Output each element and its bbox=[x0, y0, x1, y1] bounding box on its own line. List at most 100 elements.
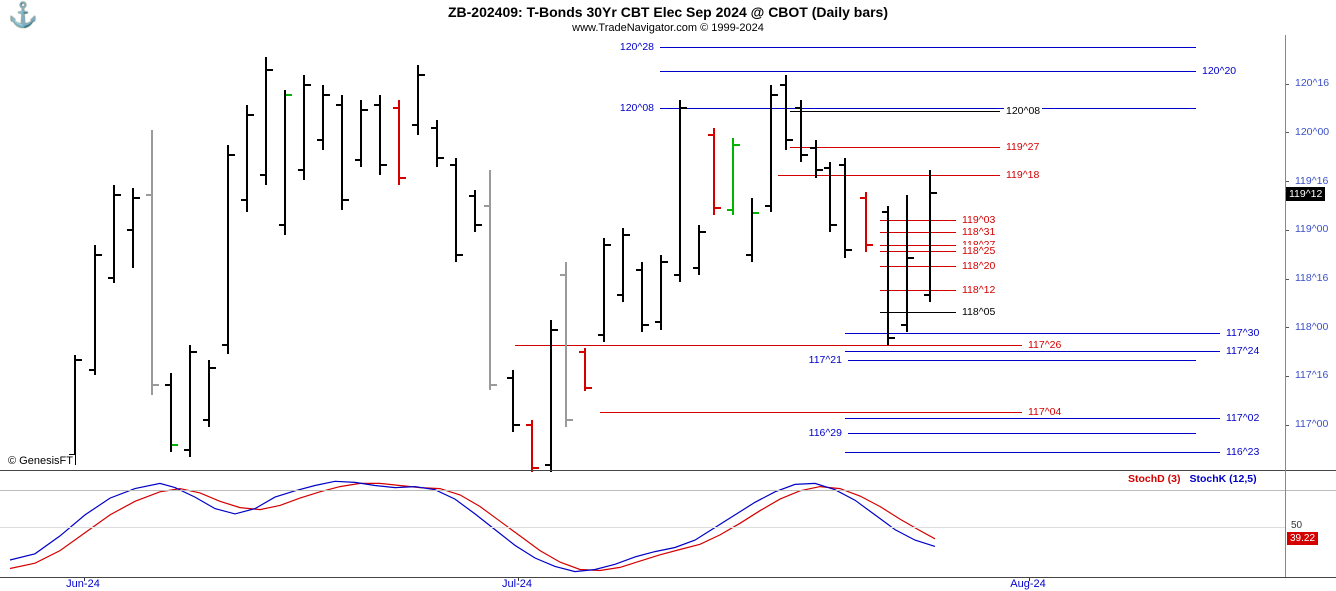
ohlc-bar[interactable] bbox=[531, 419, 533, 473]
level-line-117^26[interactable] bbox=[515, 345, 1022, 346]
ohlc-bar[interactable] bbox=[474, 189, 476, 232]
ohlc-bar[interactable] bbox=[815, 140, 817, 179]
ohlc-bar[interactable] bbox=[829, 161, 831, 232]
ohlc-bar[interactable] bbox=[455, 157, 457, 262]
chart-subtitle: www.TradeNavigator.com © 1999-2024 bbox=[572, 22, 764, 34]
ohlc-bar[interactable] bbox=[906, 194, 908, 332]
open-tick bbox=[693, 266, 699, 269]
genesis-logo-icon: ⚓ bbox=[8, 2, 38, 29]
ohlc-bar[interactable] bbox=[398, 100, 400, 185]
open-tick bbox=[507, 376, 513, 379]
ohlc-bar[interactable] bbox=[489, 170, 491, 390]
ohlc-bar[interactable] bbox=[436, 119, 438, 168]
level-line-120^08[interactable] bbox=[660, 107, 1196, 109]
ohlc-bar[interactable] bbox=[151, 129, 153, 396]
time-axis-label: Jun-24 bbox=[66, 578, 100, 590]
open-tick bbox=[617, 294, 623, 297]
open-tick bbox=[260, 174, 266, 177]
ohlc-bar[interactable] bbox=[679, 100, 681, 283]
level-line-119^27[interactable] bbox=[790, 147, 1000, 149]
ohlc-bar[interactable] bbox=[887, 205, 889, 345]
level-line-117^30[interactable] bbox=[845, 332, 1220, 334]
open-tick bbox=[526, 423, 532, 426]
ohlc-bar[interactable] bbox=[246, 105, 248, 213]
level-line-119^18[interactable] bbox=[778, 174, 1000, 176]
open-tick bbox=[579, 350, 585, 353]
ohlc-bar[interactable] bbox=[341, 95, 343, 211]
level-line-117^04[interactable] bbox=[600, 411, 1022, 413]
level-line-118^25[interactable] bbox=[880, 250, 956, 252]
ohlc-bar[interactable] bbox=[622, 227, 624, 302]
close-tick bbox=[533, 467, 539, 470]
level-line-116^23[interactable] bbox=[845, 451, 1220, 453]
price-axis-label: 120^00 bbox=[1295, 125, 1330, 138]
ohlc-bar[interactable] bbox=[360, 100, 362, 168]
stoch-k-legend-label[interactable]: StochK (12,5) bbox=[1189, 473, 1257, 485]
ohlc-bar[interactable] bbox=[785, 74, 787, 150]
stoch-last-value-tag: 39.22 bbox=[1287, 532, 1319, 545]
level-line-119^03[interactable] bbox=[880, 220, 956, 222]
level-line-118^27[interactable] bbox=[880, 244, 956, 246]
ohlc-bar[interactable] bbox=[844, 157, 846, 258]
level-label: 120^20 bbox=[1200, 65, 1239, 78]
ohlc-bar[interactable] bbox=[713, 127, 715, 216]
ohlc-bar[interactable] bbox=[113, 185, 115, 284]
level-label: 120^28 bbox=[617, 40, 656, 54]
level-line-117^02[interactable] bbox=[845, 418, 1220, 419]
ohlc-bar[interactable] bbox=[584, 347, 586, 392]
ohlc-bar[interactable] bbox=[74, 354, 76, 465]
stoch-upper-gridline bbox=[0, 490, 1336, 491]
ohlc-bar[interactable] bbox=[132, 187, 134, 268]
ohlc-bar[interactable] bbox=[322, 84, 324, 150]
level-line-116^29[interactable] bbox=[848, 433, 1196, 435]
level-line-118^20[interactable] bbox=[880, 265, 956, 267]
ohlc-bar[interactable] bbox=[660, 255, 662, 331]
ohlc-bar[interactable] bbox=[603, 237, 605, 342]
level-line-117^24[interactable] bbox=[845, 351, 1220, 353]
ohlc-bar[interactable] bbox=[265, 57, 267, 185]
price-stoch-panel-divider[interactable] bbox=[0, 470, 1336, 471]
level-line-120^20[interactable] bbox=[660, 71, 1196, 72]
price-axis-divider[interactable] bbox=[1285, 35, 1286, 577]
ohlc-bar[interactable] bbox=[929, 170, 931, 302]
ohlc-bar[interactable] bbox=[565, 261, 567, 428]
ohlc-bar[interactable] bbox=[800, 100, 802, 162]
price-axis-label: 119^16 bbox=[1295, 174, 1329, 187]
close-tick bbox=[400, 177, 406, 180]
level-label: 118^12 bbox=[960, 284, 998, 298]
ohlc-bar[interactable] bbox=[751, 197, 753, 262]
ohlc-bar[interactable] bbox=[865, 191, 867, 253]
ohlc-bar[interactable] bbox=[698, 224, 700, 275]
open-tick bbox=[727, 209, 733, 212]
ohlc-bar[interactable] bbox=[512, 370, 514, 433]
open-tick bbox=[412, 123, 418, 126]
close-tick bbox=[191, 350, 197, 353]
level-line-118^05[interactable] bbox=[880, 311, 956, 313]
ohlc-bar[interactable] bbox=[94, 245, 96, 375]
level-label: 117^02 bbox=[1224, 412, 1262, 425]
stoch-d-legend-label[interactable]: StochD (3) bbox=[1128, 473, 1181, 485]
open-tick bbox=[674, 273, 680, 276]
open-tick bbox=[765, 204, 771, 207]
level-line-118^31[interactable] bbox=[880, 232, 956, 234]
ohlc-bar[interactable] bbox=[170, 373, 172, 452]
level-line-120^28[interactable] bbox=[660, 46, 1196, 48]
level-line-117^21[interactable] bbox=[848, 360, 1196, 362]
ohlc-bar[interactable] bbox=[770, 84, 772, 213]
ohlc-bar[interactable] bbox=[303, 74, 305, 181]
close-tick bbox=[817, 169, 823, 172]
ohlc-bar[interactable] bbox=[732, 138, 734, 216]
ohlc-bar[interactable] bbox=[379, 95, 381, 176]
ohlc-bar[interactable] bbox=[550, 320, 552, 473]
ohlc-bar[interactable] bbox=[227, 145, 229, 355]
level-line-120^08[interactable] bbox=[790, 111, 1000, 113]
genesis-watermark: © GenesisFT bbox=[6, 455, 75, 467]
ohlc-bar[interactable] bbox=[641, 261, 643, 332]
ohlc-bar[interactable] bbox=[189, 344, 191, 457]
ohlc-bar[interactable] bbox=[284, 89, 286, 235]
ohlc-bar[interactable] bbox=[208, 360, 210, 428]
level-line-118^12[interactable] bbox=[880, 290, 956, 292]
close-tick bbox=[419, 73, 425, 76]
ohlc-bar[interactable] bbox=[417, 65, 419, 136]
